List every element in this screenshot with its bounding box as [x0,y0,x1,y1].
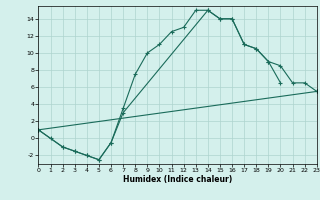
X-axis label: Humidex (Indice chaleur): Humidex (Indice chaleur) [123,175,232,184]
